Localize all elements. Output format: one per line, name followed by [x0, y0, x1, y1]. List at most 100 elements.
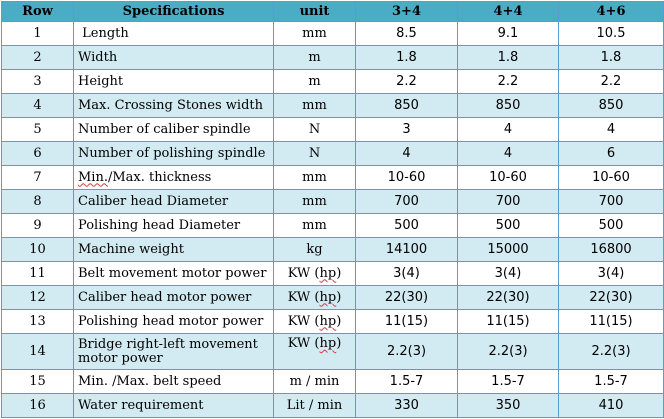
- row-number: 4: [1, 93, 74, 118]
- spec-label: Machine weight: [73, 237, 274, 262]
- unit-cell: m / min: [273, 369, 356, 394]
- unit-cell: KW (hp): [273, 333, 356, 370]
- value-3-4: 500: [355, 213, 458, 238]
- value-4-6: 1.8: [558, 45, 664, 70]
- unit-cell: N: [273, 141, 356, 166]
- value-4-4: 1.8: [457, 45, 559, 70]
- value-4-4: 3(4): [457, 261, 559, 286]
- unit-close-paren: ): [336, 289, 342, 305]
- value-3-4: 3: [355, 117, 458, 142]
- row-number: 7: [1, 165, 74, 190]
- unit-close-paren: ): [336, 313, 342, 329]
- table-row: 2 Width m 1.8 1.8 1.8: [1, 45, 664, 70]
- unit-cell: mm: [273, 213, 356, 238]
- unit-cell: KW (hp): [273, 261, 356, 286]
- spec-label: Bridge right-left movement motor power: [73, 333, 274, 370]
- spec-label: Water requirement: [73, 393, 274, 418]
- row-number: 10: [1, 237, 74, 262]
- unit-cell: mm: [273, 21, 356, 46]
- table-row: 1 Length mm 8.5 9.1 10.5: [1, 21, 664, 46]
- value-4-4: 500: [457, 213, 559, 238]
- value-4-4: 4: [457, 141, 559, 166]
- spec-label: Length: [73, 21, 274, 46]
- value-3-4: 4: [355, 141, 458, 166]
- value-4-4: 1.5-7: [457, 369, 559, 394]
- value-3-4: 1.8: [355, 45, 458, 70]
- unit-close-paren: ): [336, 336, 342, 351]
- table-row: 4 Max. Crossing Stones width mm 850 850 …: [1, 93, 664, 118]
- value-4-6: 1.5-7: [558, 369, 664, 394]
- unit-cell: KW (hp): [273, 285, 356, 310]
- spec-label: Height: [73, 69, 274, 94]
- table-row: 9 Polishing head Diameter mm 500 500 500: [1, 213, 664, 238]
- value-4-6: 700: [558, 189, 664, 214]
- table-row: 10 Machine weight kg 14100 15000 16800: [1, 237, 664, 262]
- row-number: 6: [1, 141, 74, 166]
- unit-cell: kg: [273, 237, 356, 262]
- table-row: 15 Min. /Max. belt speed m / min 1.5-7 1…: [1, 369, 664, 394]
- value-4-6: 410: [558, 393, 664, 418]
- spec-label: Min. /Max. belt speed: [73, 369, 274, 394]
- value-3-4: 14100: [355, 237, 458, 262]
- table-row: 8 Caliber head Diameter mm 700 700 700: [1, 189, 664, 214]
- row-number: 16: [1, 393, 74, 418]
- header-specifications: Specifications: [73, 1, 274, 22]
- header-model-4-4: 4+4: [457, 1, 559, 22]
- value-4-4: 350: [457, 393, 559, 418]
- value-4-6: 22(30): [558, 285, 664, 310]
- table-row: 6 Number of polishing spindle N 4 4 6: [1, 141, 664, 166]
- unit-close-paren: ): [336, 265, 342, 281]
- row-number: 12: [1, 285, 74, 310]
- table-row: 12 Caliber head motor power KW (hp) 22(3…: [1, 285, 664, 310]
- table-row: 11 Belt movement motor power KW (hp) 3(4…: [1, 261, 664, 286]
- row-number: 5: [1, 117, 74, 142]
- value-4-6: 10.5: [558, 21, 664, 46]
- header-row: Row Specifications unit 3+4 4+4 4+6: [1, 1, 664, 22]
- value-3-4: 1.5-7: [355, 369, 458, 394]
- value-4-4: 10-60: [457, 165, 559, 190]
- value-3-4: 850: [355, 93, 458, 118]
- value-4-6: 16800: [558, 237, 664, 262]
- header-model-4-6: 4+6: [558, 1, 664, 22]
- spec-label: Width: [73, 45, 274, 70]
- spec-label: Max. Crossing Stones width: [73, 93, 274, 118]
- value-4-4: 9.1: [457, 21, 559, 46]
- table-row: 13 Polishing head motor power KW (hp) 11…: [1, 309, 664, 334]
- spec-label: Polishing head motor power: [73, 309, 274, 334]
- row-number: 14: [1, 333, 74, 370]
- value-3-4: 330: [355, 393, 458, 418]
- header-row-number: Row: [1, 1, 74, 22]
- row-number: 15: [1, 369, 74, 394]
- value-4-4: 700: [457, 189, 559, 214]
- value-3-4: 22(30): [355, 285, 458, 310]
- value-4-4: 850: [457, 93, 559, 118]
- unit-cell: m: [273, 69, 356, 94]
- value-3-4: 11(15): [355, 309, 458, 334]
- value-4-4: 2.2(3): [457, 333, 559, 370]
- value-4-6: 4: [558, 117, 664, 142]
- header-model-3-4: 3+4: [355, 1, 458, 22]
- table-row: 7 Min./Max. thickness mm 10-60 10-60 10-…: [1, 165, 664, 190]
- value-4-6: 11(15): [558, 309, 664, 334]
- unit-cell: mm: [273, 93, 356, 118]
- row-number: 8: [1, 189, 74, 214]
- unit-kw-prefix: KW (: [287, 289, 320, 305]
- value-4-4: 4: [457, 117, 559, 142]
- row-number: 9: [1, 213, 74, 238]
- row-number: 11: [1, 261, 74, 286]
- unit-kw-prefix: KW (: [287, 265, 320, 281]
- value-3-4: 8.5: [355, 21, 458, 46]
- value-4-4: 11(15): [457, 309, 559, 334]
- value-4-4: 2.2: [457, 69, 559, 94]
- value-4-6: 10-60: [558, 165, 664, 190]
- unit-cell: mm: [273, 165, 356, 190]
- spec-label: Belt movement motor power: [73, 261, 274, 286]
- value-4-4: 22(30): [457, 285, 559, 310]
- value-4-6: 6: [558, 141, 664, 166]
- table-row: 14 Bridge right-left movement motor power…: [1, 333, 664, 370]
- table-row: 16 Water requirement Lit / min 330 350 4…: [1, 393, 664, 418]
- unit-cell: KW (hp): [273, 309, 356, 334]
- spec-label: Caliber head Diameter: [73, 189, 274, 214]
- value-3-4: 700: [355, 189, 458, 214]
